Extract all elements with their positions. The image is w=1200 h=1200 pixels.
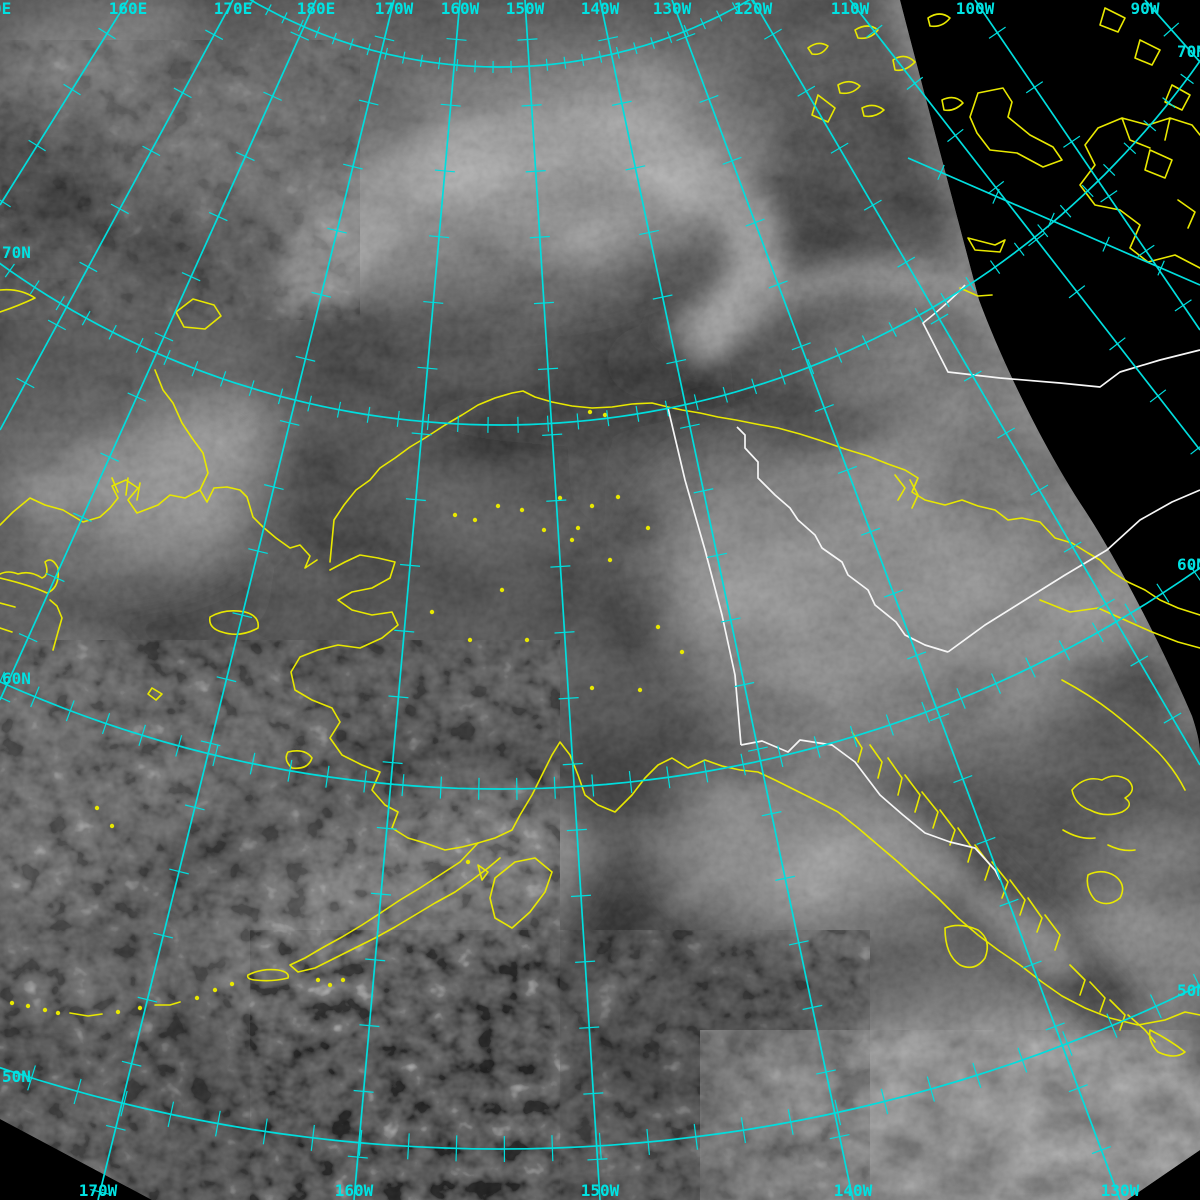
lon-label-top-90W: 90W <box>1131 0 1160 18</box>
lat-label-left-70N: 70N <box>2 243 31 262</box>
lon-label-top-160E: 160E <box>109 0 148 18</box>
lat-label-right-60N: 60N <box>1177 555 1200 574</box>
lon-label-bottom-170W: 170W <box>79 1181 118 1200</box>
lon-label-bottom-150W: 150W <box>581 1181 620 1200</box>
lon-label-bottom-160W: 160W <box>335 1181 374 1200</box>
political-border-layer <box>667 284 1200 881</box>
lon-label-top-150E: 150E <box>0 0 11 18</box>
lat-label-right-70N: 70N <box>1177 42 1200 61</box>
lon-label-top-140W: 140W <box>581 0 620 18</box>
lon-label-top-110W: 110W <box>831 0 870 18</box>
lon-label-top-170W: 170W <box>375 0 414 18</box>
lat-label-right-50N: 50N <box>1177 981 1200 1000</box>
coastline-layer <box>0 7 1200 1057</box>
lon-label-bottom-140W: 140W <box>834 1181 873 1200</box>
lat-label-left-60N: 60N <box>2 669 31 688</box>
lon-label-top-120W: 120W <box>734 0 773 18</box>
lon-label-bottom-130W: 130W <box>1101 1181 1140 1200</box>
lon-label-top-100W: 100W <box>956 0 995 18</box>
lon-label-top-130W: 130W <box>653 0 692 18</box>
lon-label-top-150W: 150W <box>506 0 545 18</box>
lon-label-top-180E: 180E <box>297 0 336 18</box>
lon-label-top-160W: 160W <box>441 0 480 18</box>
lon-label-top-170E: 170E <box>214 0 253 18</box>
lat-label-left-50N: 50N <box>2 1067 31 1086</box>
